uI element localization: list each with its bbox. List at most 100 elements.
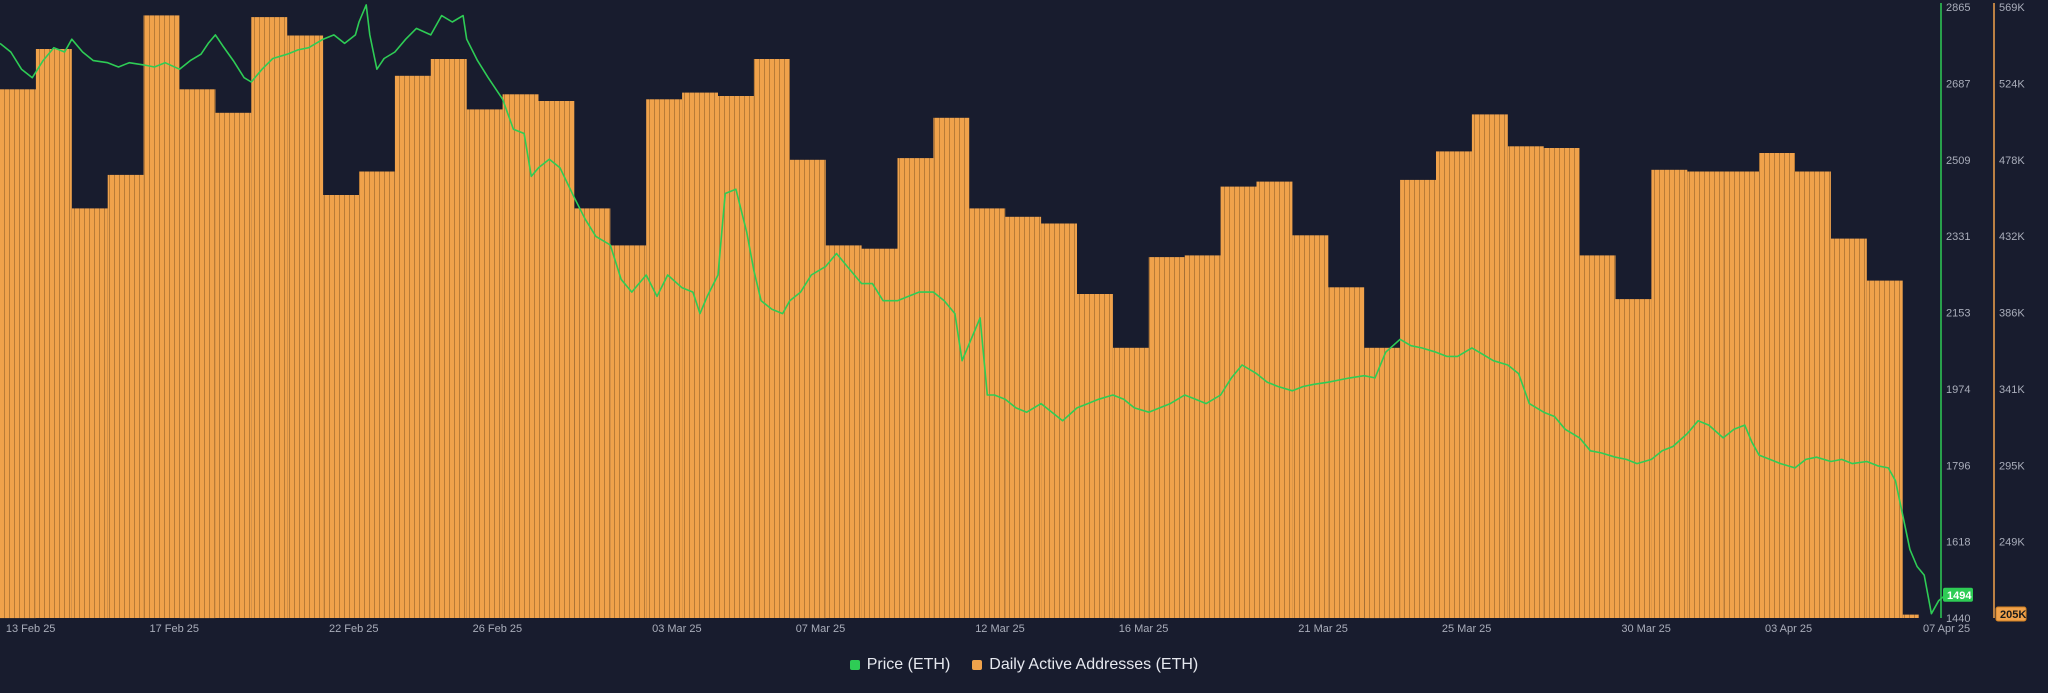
addresses-axis-tick-label: 478K [1999,155,2025,167]
addresses-bar [1005,216,1042,619]
addresses-bar [1148,257,1185,618]
x-axis-tick-label: 30 Mar 25 [1621,623,1671,635]
addresses-bar [1400,179,1436,618]
addresses-bar [287,35,324,618]
x-axis-tick-label: 12 Mar 25 [975,623,1025,635]
bars-layer [0,15,1919,619]
addresses-bar [1292,235,1329,619]
addresses-bar [215,112,252,619]
addresses-bar [1436,151,1472,618]
addresses-bar [682,92,718,619]
price-axis-tick-label: 2865 [1946,2,1970,14]
price-axis-tick-label: 2687 [1946,78,1970,90]
addresses-bar [753,59,790,618]
addresses-bar [1723,171,1760,618]
current-addresses-label: 205K [2000,609,2026,621]
addresses-bar [1795,171,1831,618]
price-axis-tick-label: 2331 [1946,231,1970,243]
legend-label-addresses: Daily Active Addresses (ETH) [989,656,1199,673]
addresses-bar [969,208,1006,618]
addresses-bar [323,195,359,618]
addresses-bar [610,245,647,618]
addresses-bar [359,171,395,618]
addresses-bar [179,89,216,619]
addresses-bar [35,49,72,618]
addresses-axis-tick-label: 432K [1999,231,2025,243]
current-price-label: 1494 [1947,590,1972,602]
addresses-bar [1471,114,1508,619]
price-axis-tick-label: 2153 [1946,308,1970,320]
price-axis-tick-label: 2509 [1946,155,1970,167]
legend-swatch-price [849,660,860,670]
addresses-bar [538,101,575,618]
addresses-bar [1077,294,1113,618]
addresses-bar [1041,223,1077,618]
addresses-bar [574,208,611,618]
addresses-bar [646,99,683,619]
addresses-bar [1759,153,1795,618]
addresses-axis-tick-label: 524K [1999,78,2025,90]
x-axis-tick-label: 16 Mar 25 [1119,623,1169,635]
price-line [0,4,1947,615]
addresses-bar [825,245,862,618]
addresses-axis-tick-label: 569K [1999,2,2025,14]
addresses-bar [1328,287,1365,618]
x-axis-tick-label: 13 Feb 25 [6,623,56,635]
x-axis-tick-label: 26 Feb 25 [473,623,523,635]
addresses-bar [1543,148,1580,618]
addresses-bar [1364,347,1401,619]
addresses-bar [933,117,970,619]
price-axis-tick-label: 1974 [1946,384,1970,396]
x-axis-tick-label: 07 Apr 25 [1923,623,1970,635]
price-axis-tick-label: 1618 [1946,537,1970,549]
addresses-bar [718,96,754,618]
x-axis-tick-label: 17 Feb 25 [150,623,200,635]
addresses-bar [1902,614,1919,618]
price-axis-tick-label: 1796 [1946,460,1970,472]
legend: Price (ETH) Daily Active Addresses (ETH) [0,656,2048,674]
addresses-bar [1220,186,1257,618]
addresses-axis-tick-label: 249K [1999,537,2025,549]
addresses-bar [143,15,180,618]
addresses-bar [430,59,467,618]
addresses-bar [502,94,539,619]
x-axis-tick-label: 03 Mar 25 [652,623,702,635]
addresses-bar [1112,347,1149,619]
current-price-badge [1943,587,1973,602]
x-axis-tick-label: 03 Apr 25 [1765,623,1812,635]
addresses-bar [1651,169,1688,619]
addresses-axis-tick-label: 341K [1999,384,2025,396]
addresses-bar [789,159,826,619]
addresses-bar [1507,146,1544,619]
addresses-bar [1687,171,1724,618]
price-axis-tick-label: 1440 [1946,613,1970,625]
addresses-bar [861,248,898,618]
addresses-bar [107,174,144,618]
addresses-bar [1256,181,1293,618]
x-axis-tick-label: 21 Mar 25 [1298,623,1348,635]
price-line-layer [0,4,1947,615]
legend-swatch-addresses [972,660,983,670]
addresses-bar [466,109,503,619]
addresses-bar [1830,238,1867,618]
addresses-bar [71,208,108,618]
addresses-bar [1579,255,1616,618]
legend-item-price[interactable]: Price (ETH) [849,656,951,674]
legend-label-price: Price (ETH) [866,656,951,673]
x-axis-tick-label: 07 Mar 25 [796,623,846,635]
current-addresses-badge [1995,606,2027,622]
axes-layer: 2865 2687 2509 2331 2153 1974 1796 1618 1440 569K… [6,2,2027,635]
addresses-bar [251,17,288,619]
legend-item-addresses[interactable]: Daily Active Addresses (ETH) [972,656,1198,674]
x-axis-tick-label: 25 Mar 25 [1442,623,1492,635]
addresses-bar [1184,255,1221,618]
addresses-axis-tick-label: 295K [1999,460,2025,472]
x-axis-tick-label: 22 Feb 25 [329,623,379,635]
addresses-bar [394,75,431,619]
addresses-bar [0,89,36,619]
addresses-bar [1866,280,1903,618]
addresses-axis-tick-label: 386K [1999,308,2025,320]
addresses-bar [897,158,934,618]
